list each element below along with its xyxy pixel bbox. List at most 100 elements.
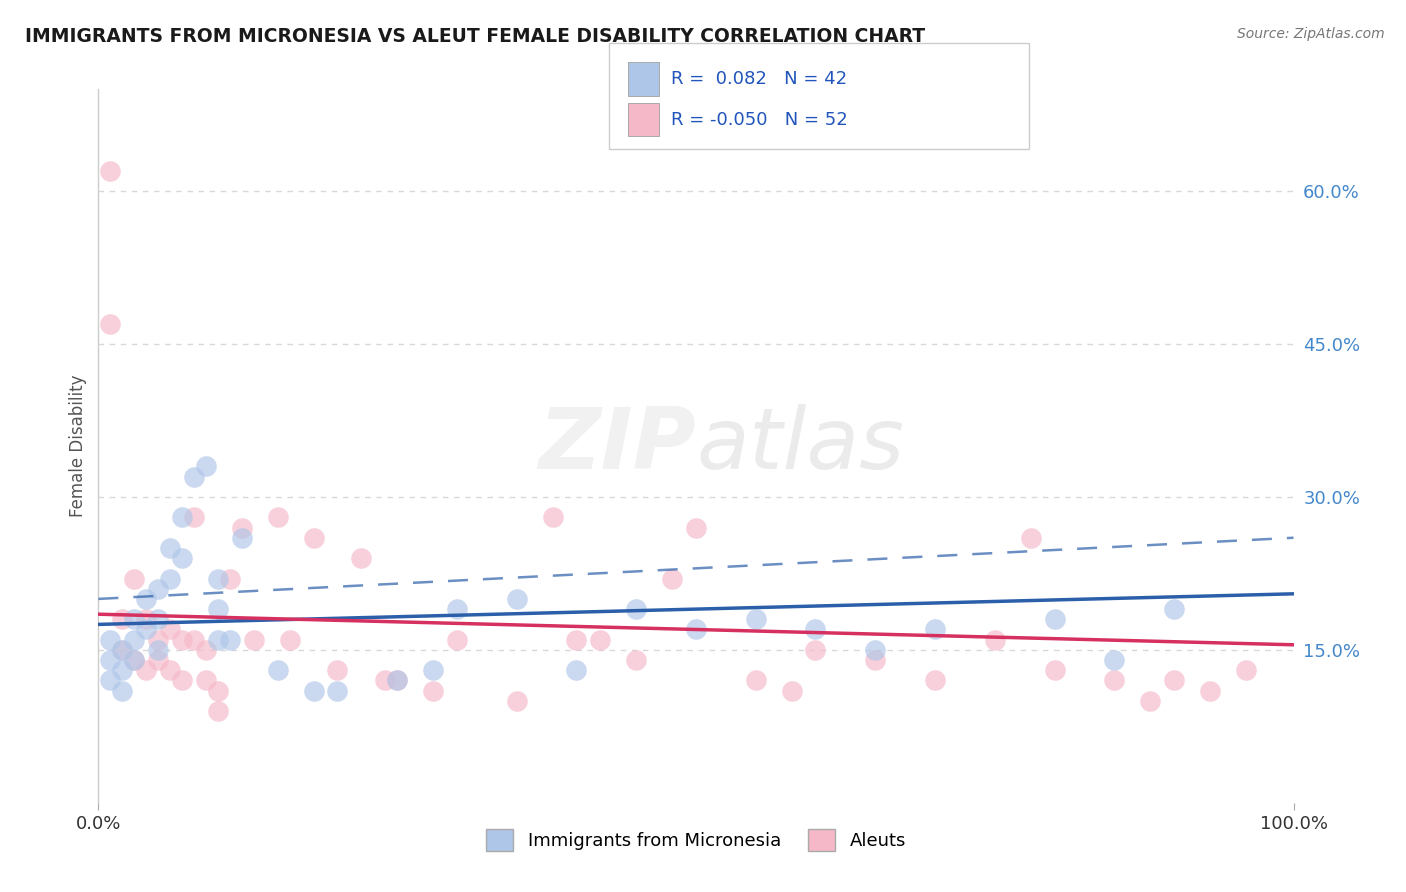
Point	[745, 673, 768, 688]
Point	[626, 602, 648, 616]
Point	[1019, 531, 1042, 545]
Point	[1199, 683, 1222, 698]
Point	[98, 632, 122, 647]
Point	[135, 663, 157, 677]
Point	[422, 683, 444, 698]
Point	[804, 643, 827, 657]
Point	[446, 632, 468, 647]
Point	[124, 612, 146, 626]
Point	[195, 673, 218, 688]
Point	[159, 663, 181, 677]
Point	[231, 520, 253, 534]
Point	[124, 653, 146, 667]
Point	[124, 653, 146, 667]
Point	[124, 572, 146, 586]
Point	[685, 623, 707, 637]
Point	[302, 683, 325, 698]
Point	[1163, 602, 1185, 616]
Text: atlas: atlas	[696, 404, 904, 488]
Point	[231, 531, 253, 545]
Point	[326, 663, 349, 677]
Point	[541, 510, 564, 524]
Legend: Immigrants from Micronesia, Aleuts: Immigrants from Micronesia, Aleuts	[479, 822, 912, 858]
Text: IMMIGRANTS FROM MICRONESIA VS ALEUT FEMALE DISABILITY CORRELATION CHART: IMMIGRANTS FROM MICRONESIA VS ALEUT FEMA…	[25, 27, 925, 45]
Point	[924, 673, 946, 688]
Point	[98, 163, 122, 178]
Point	[148, 632, 170, 647]
Point	[195, 643, 218, 657]
Point	[267, 663, 290, 677]
Y-axis label: Female Disability: Female Disability	[69, 375, 87, 517]
Point	[172, 510, 194, 524]
Point	[111, 643, 134, 657]
Point	[195, 459, 218, 474]
Point	[626, 653, 648, 667]
Point	[385, 673, 409, 688]
Point	[219, 632, 242, 647]
Point	[98, 317, 122, 331]
Point	[183, 510, 205, 524]
Point	[207, 602, 229, 616]
Text: R = -0.050   N = 52: R = -0.050 N = 52	[671, 111, 848, 128]
Point	[1043, 663, 1066, 677]
Point	[446, 602, 468, 616]
Point	[219, 572, 242, 586]
Point	[745, 612, 768, 626]
Point	[159, 572, 181, 586]
Point	[865, 643, 887, 657]
Point	[111, 683, 134, 698]
Point	[183, 469, 205, 483]
Point	[1139, 694, 1161, 708]
Point	[98, 653, 122, 667]
Point	[207, 683, 229, 698]
Point	[661, 572, 683, 586]
Point	[1043, 612, 1066, 626]
Point	[148, 612, 170, 626]
Point	[865, 653, 887, 667]
Point	[924, 623, 946, 637]
Point	[326, 683, 349, 698]
Point	[1104, 653, 1126, 667]
Point	[148, 643, 170, 657]
Point	[111, 663, 134, 677]
Point	[124, 632, 146, 647]
Text: Source: ZipAtlas.com: Source: ZipAtlas.com	[1237, 27, 1385, 41]
Point	[207, 632, 229, 647]
Point	[589, 632, 612, 647]
Point	[159, 623, 181, 637]
Point	[135, 623, 157, 637]
Point	[148, 582, 170, 596]
Point	[278, 632, 301, 647]
Point	[172, 632, 194, 647]
Point	[135, 612, 157, 626]
Point	[148, 653, 170, 667]
Point	[172, 551, 194, 566]
Point	[685, 520, 707, 534]
Text: ZIP: ZIP	[538, 404, 696, 488]
Point	[984, 632, 1007, 647]
Point	[780, 683, 803, 698]
Point	[243, 632, 266, 647]
Point	[506, 591, 529, 606]
Point	[302, 531, 325, 545]
Point	[135, 591, 157, 606]
Point	[98, 673, 122, 688]
Point	[350, 551, 373, 566]
Point	[207, 572, 229, 586]
Point	[159, 541, 181, 555]
Point	[1163, 673, 1185, 688]
Point	[422, 663, 444, 677]
Point	[506, 694, 529, 708]
Point	[183, 632, 205, 647]
Point	[565, 632, 588, 647]
Point	[565, 663, 588, 677]
Point	[207, 704, 229, 718]
Point	[1234, 663, 1257, 677]
Point	[1104, 673, 1126, 688]
Point	[111, 612, 134, 626]
Point	[804, 623, 827, 637]
Point	[172, 673, 194, 688]
Text: R =  0.082   N = 42: R = 0.082 N = 42	[671, 70, 846, 88]
Point	[111, 643, 134, 657]
Point	[385, 673, 409, 688]
